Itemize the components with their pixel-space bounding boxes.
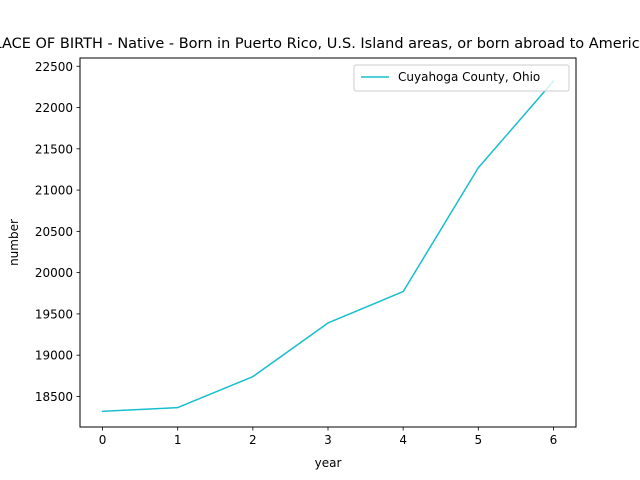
y-tick-label: 18500 <box>35 390 73 404</box>
x-axis: 0 1 2 3 4 5 6 <box>99 427 558 447</box>
legend-frame <box>353 64 570 92</box>
y-tick-label: 21500 <box>35 142 73 156</box>
y-tick-label: 19000 <box>35 349 73 363</box>
legend-label: Cuyahoga County, Ohio <box>398 70 540 84</box>
y-axis-label: number <box>7 219 21 266</box>
x-axis-label: year <box>315 456 342 470</box>
y-tick-label: 20500 <box>35 225 73 239</box>
x-tick-label: 4 <box>399 433 407 447</box>
chart-title: Estimate; PLACE OF BIRTH - Native - Born… <box>0 36 640 52</box>
series-layer <box>101 80 555 413</box>
x-tick-label: 5 <box>474 433 482 447</box>
x-tick-label: 6 <box>550 433 558 447</box>
y-axis: 18500 19000 19500 20000 20500 21000 21500 22000… <box>35 60 80 404</box>
y-tick-label: 20000 <box>35 266 73 280</box>
x-tick-label: 2 <box>249 433 257 447</box>
x-tick-label: 3 <box>324 433 332 447</box>
x-tick-label: 0 <box>99 433 107 447</box>
y-tick-label: 19500 <box>35 307 73 321</box>
x-tick-label: 1 <box>174 433 182 447</box>
y-tick-label: 22000 <box>35 101 73 115</box>
y-tick-label: 22500 <box>35 60 73 74</box>
y-tick-label: 21000 <box>35 184 73 198</box>
legend: Cuyahoga County, Ohio <box>353 64 570 92</box>
series-line <box>101 80 555 413</box>
